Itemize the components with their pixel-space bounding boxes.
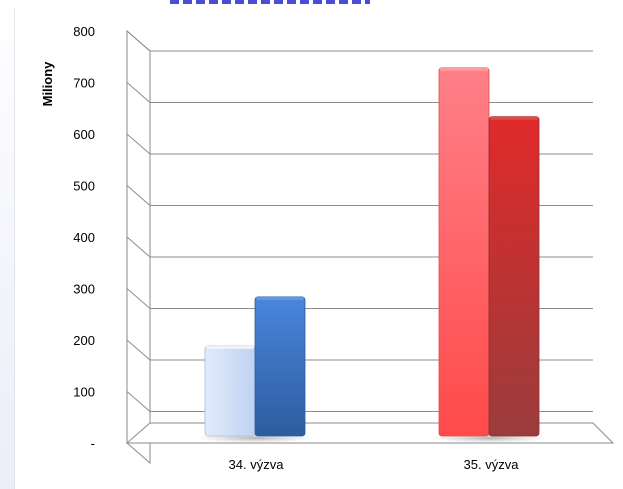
bar-0-1	[254, 296, 306, 437]
y-tick-label-1: 100	[73, 385, 95, 400]
bar-1-0	[438, 67, 490, 437]
bar-top-0-1	[256, 296, 304, 300]
y-tick-label-4: 400	[73, 230, 95, 245]
category-label-0: 34. výzva	[229, 457, 285, 472]
y-tick-label-6: 600	[73, 127, 95, 142]
bars	[195, 67, 549, 443]
y-tick-label-7: 700	[73, 76, 95, 91]
bar-0-0	[204, 345, 256, 437]
category-label-1: 35. výzva	[464, 457, 520, 472]
bar-1-1	[488, 116, 540, 437]
bar-top-1-0	[440, 67, 488, 71]
side-band	[0, 0, 14, 489]
bar-top-0-0	[206, 345, 254, 349]
bar-top-1-1	[490, 116, 538, 120]
y-tick-label-5: 500	[73, 179, 95, 194]
y-axis-label: Miliony	[40, 61, 55, 107]
gridline-8	[126, 30, 593, 52]
y-tick-label-2: 200	[73, 333, 95, 348]
y-tick-label-0: -	[91, 436, 95, 451]
y-axis-ticks: - 100 200 300 400 500 600 700 800	[73, 24, 95, 451]
y-tick-label-3: 300	[73, 282, 95, 297]
title-band	[0, 0, 623, 8]
gridline-7	[126, 82, 593, 103]
y-tick-label-8: 800	[73, 24, 95, 39]
cropped-title	[170, 0, 370, 4]
x-axis-labels: 34. výzva 35. výzva	[229, 457, 520, 472]
